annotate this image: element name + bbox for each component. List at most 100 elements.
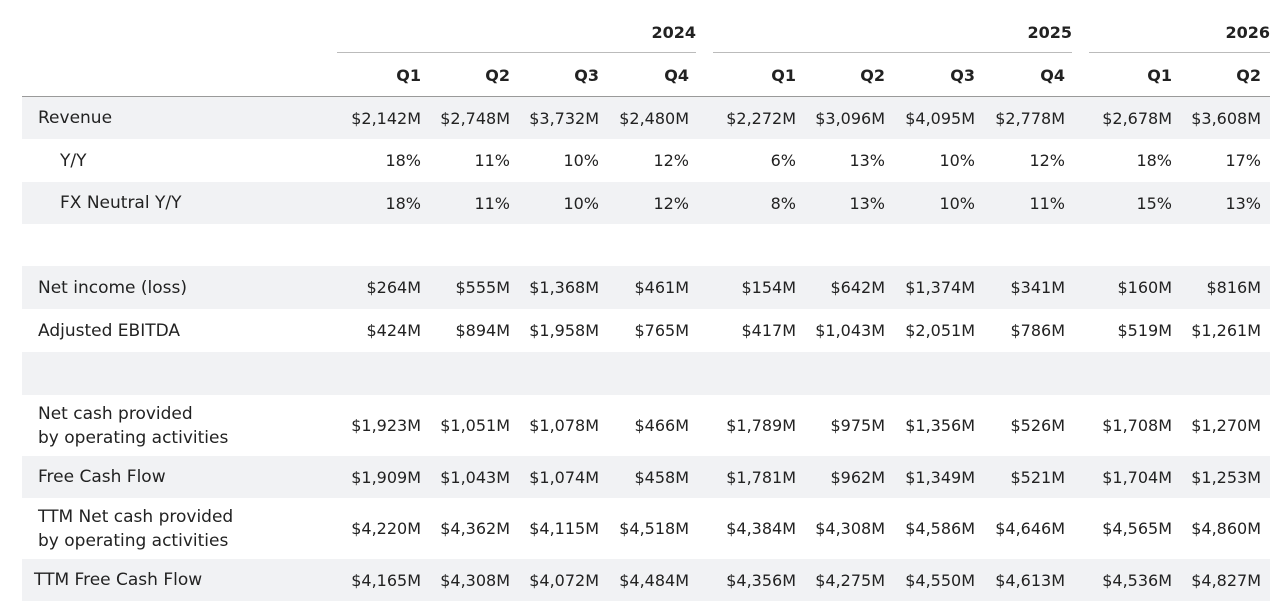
table-cell: $2,748M — [440, 108, 510, 128]
table-cell: $4,484M — [619, 570, 689, 590]
table-cell: $4,308M — [815, 519, 885, 538]
table-cell: 17% — [1225, 151, 1261, 170]
year-label: 2026 — [1225, 23, 1270, 42]
table-cell: $1,051M — [440, 416, 510, 435]
table-cell: $4,308M — [440, 570, 510, 590]
table-cell: $1,043M — [815, 321, 885, 340]
quarter-header: Q1 — [1147, 66, 1172, 85]
table-cell: $160M — [1117, 278, 1172, 297]
year-2024-header: 2024 — [337, 20, 696, 53]
table-cell: $4,095M — [905, 108, 975, 128]
table-cell: $4,384M — [726, 519, 796, 538]
table-cell: $417M — [741, 321, 796, 340]
table-cell: 11% — [1029, 193, 1065, 213]
table-cell: $3,732M — [529, 108, 599, 128]
year-label: 2024 — [651, 23, 696, 42]
table-row: Free Cash Flow $1,909M $1,043M $1,074M $458M… — [22, 456, 1270, 498]
table-cell: $519M — [1117, 321, 1172, 340]
table-cell: 11% — [474, 193, 510, 213]
table-cell: $2,778M — [995, 108, 1065, 128]
row-label: Adjusted EBITDA — [38, 320, 181, 341]
table-cell: $424M — [366, 321, 421, 340]
table-cell: $1,261M — [1191, 321, 1261, 340]
table-cell: $4,536M — [1102, 570, 1172, 590]
table-cell: 15% — [1136, 193, 1172, 213]
table-cell: $2,272M — [726, 108, 796, 128]
table-cell: 10% — [563, 151, 599, 170]
table-cell: $816M — [1206, 278, 1261, 297]
row-label: FX Neutral Y/Y — [60, 193, 182, 213]
table-cell: $1,781M — [726, 467, 796, 487]
table-cell: 12% — [653, 151, 689, 170]
table-cell: $555M — [455, 278, 510, 297]
table-row: Net income (loss) $264M $555M $1,368M $461M $… — [22, 266, 1270, 309]
table-cell: $458M — [634, 467, 689, 487]
table-cell: $1,958M — [529, 321, 599, 340]
table-cell: $521M — [1010, 467, 1065, 487]
quarter-header: Q4 — [1040, 66, 1065, 85]
table-cell: $2,142M — [351, 108, 421, 128]
table-cell: $4,362M — [440, 519, 510, 538]
row-label: Y/Y — [60, 150, 87, 171]
table-cell: $1,356M — [905, 416, 975, 435]
table-cell: $4,586M — [905, 519, 975, 538]
quarter-header: Q1 — [396, 66, 421, 85]
table-cell: 18% — [385, 193, 421, 213]
table-cell: 8% — [770, 193, 796, 213]
table-cell: $4,565M — [1102, 519, 1172, 538]
row-label: Net income (loss) — [38, 277, 188, 298]
spacer-row — [22, 224, 1270, 266]
row-label: TTM Net cash provided by operating activi… — [38, 506, 234, 551]
row-label: TTM Free Cash Flow — [34, 570, 203, 590]
table-cell: $341M — [1010, 278, 1065, 297]
quarter-header: Q2 — [860, 66, 885, 85]
table-cell: $466M — [634, 416, 689, 435]
year-label: 2025 — [1027, 23, 1072, 42]
table-cell: 12% — [1029, 151, 1065, 170]
table-cell: $1,708M — [1102, 416, 1172, 435]
table-row: Revenue $2,142M $2,748M $3,732M $2,480M $2,27… — [22, 97, 1270, 139]
table-cell: $4,072M — [529, 570, 599, 590]
table-cell: $4,275M — [815, 570, 885, 590]
table-cell: $1,704M — [1102, 467, 1172, 487]
quarter-header: Q4 — [664, 66, 689, 85]
table-cell: $1,074M — [529, 467, 599, 487]
table-cell: $526M — [1010, 416, 1065, 435]
table-cell: $1,923M — [351, 416, 421, 435]
table-cell: $3,608M — [1191, 108, 1261, 128]
table-cell: $962M — [830, 467, 885, 487]
table-cell: 6% — [770, 151, 796, 170]
table-cell: $2,051M — [905, 321, 975, 340]
table-cell: 12% — [653, 193, 689, 213]
row-label: Free Cash Flow — [38, 467, 166, 487]
table-cell: $1,374M — [905, 278, 975, 297]
quarter-header: Q3 — [574, 66, 599, 85]
table-cell: 13% — [1225, 193, 1261, 213]
table-cell: 18% — [1136, 151, 1172, 170]
table-row: Net cash provided by operating activities… — [22, 395, 1270, 456]
table-cell: $1,789M — [726, 416, 796, 435]
table-cell: 11% — [474, 151, 510, 170]
table-cell: $154M — [741, 278, 796, 297]
table-cell: $461M — [634, 278, 689, 297]
table-cell: $4,550M — [905, 570, 975, 590]
table-row: Y/Y 18% 11% 10% 12% 6% 13% 10% 12% 18% 17% — [22, 139, 1270, 182]
quarter-header: Q2 — [485, 66, 510, 85]
quarter-header: Q3 — [950, 66, 975, 85]
table-cell: $1,368M — [529, 278, 599, 297]
table-cell: $765M — [634, 321, 689, 340]
quarter-header: Q1 — [771, 66, 796, 85]
table-cell: 13% — [849, 193, 885, 213]
quarter-header: Q2 — [1236, 66, 1261, 85]
table-cell: 18% — [385, 151, 421, 170]
table-cell: $4,613M — [995, 570, 1065, 590]
year-header-row: 2024 2025 2026 — [0, 20, 1288, 54]
table-cell: 10% — [939, 151, 975, 170]
quarter-header-row: Q1 Q2 Q3 Q4 Q1 Q2 Q3 Q4 Q1 Q2 — [22, 62, 1270, 97]
table-row: TTM Free Cash Flow $4,165M $4,308M $4,072M $… — [22, 559, 1270, 601]
table-row: TTM Net cash provided by operating activi… — [22, 498, 1270, 559]
table-cell: $1,270M — [1191, 416, 1261, 435]
table-cell: $4,115M — [529, 519, 599, 538]
table-cell: $1,349M — [905, 467, 975, 487]
